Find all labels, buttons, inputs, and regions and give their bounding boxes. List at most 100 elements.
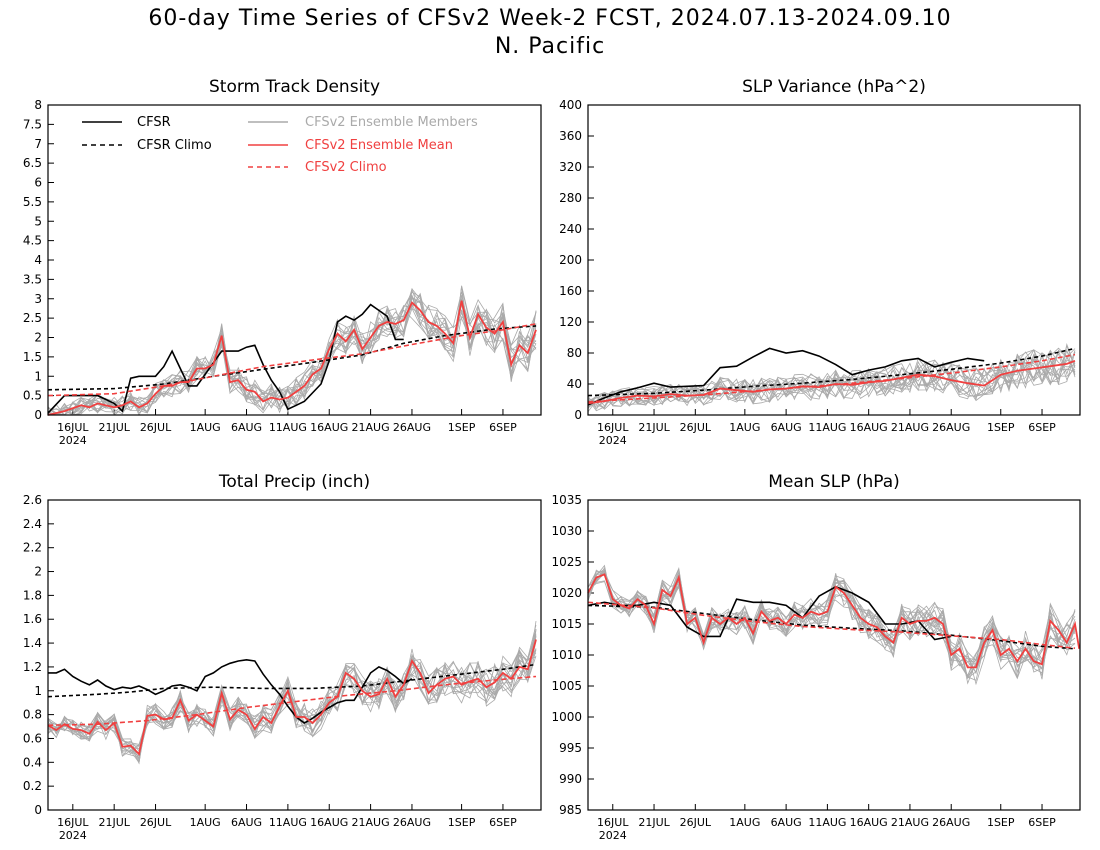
y-tick-label: 1.2 bbox=[23, 660, 42, 674]
y-tick-label: 0.2 bbox=[23, 779, 42, 793]
y-tick-label: 1005 bbox=[551, 679, 582, 693]
plot-frame bbox=[47, 499, 542, 811]
x-tick-label: 26JUL bbox=[140, 816, 172, 829]
y-tick-label: 1.5 bbox=[23, 350, 42, 364]
x-tick-label: 6AUG bbox=[771, 421, 802, 434]
legend: CFSR CFSR Climo CFSv2 Ensemble Members C… bbox=[82, 115, 478, 175]
series-line-ens-mean bbox=[587, 573, 1081, 669]
y-tick-label: 200 bbox=[559, 253, 582, 267]
y-tick-label: 3 bbox=[34, 292, 42, 306]
y-tick-label: 400 bbox=[559, 98, 582, 112]
series-line-ens-mean bbox=[47, 639, 537, 756]
series-line-cfsv2-climo bbox=[47, 323, 537, 397]
x-tick-label: 1SEP bbox=[987, 421, 1015, 434]
y-tick-label: 320 bbox=[559, 160, 582, 174]
y-tick-label: 120 bbox=[559, 315, 582, 329]
y-tick-label: 160 bbox=[559, 284, 582, 298]
x-tick-label: 11AUG bbox=[808, 421, 846, 434]
series-line-cfsr-climo bbox=[47, 325, 537, 391]
x-year-label: 2024 bbox=[599, 829, 627, 842]
member-series-line bbox=[47, 655, 537, 745]
y-tick-label: 2.6 bbox=[23, 493, 42, 507]
series-line-cfsr bbox=[47, 303, 404, 414]
x-year-label: 2024 bbox=[599, 434, 627, 447]
y-tick-label: 1000 bbox=[551, 710, 582, 724]
y-tick-label: 0.5 bbox=[23, 389, 42, 403]
x-tick-label: 16AUG bbox=[850, 421, 888, 434]
x-tick-label: 26AUG bbox=[393, 816, 431, 829]
x-tick-label: 16AUG bbox=[310, 421, 348, 434]
x-tick-label: 16JUL bbox=[57, 421, 89, 434]
y-tick-label: 990 bbox=[559, 772, 582, 786]
x-tick-label: 1AUG bbox=[190, 816, 221, 829]
x-tick-label: 21AUG bbox=[891, 816, 929, 829]
y-tick-label: 985 bbox=[559, 803, 582, 817]
x-tick-label: 1SEP bbox=[987, 816, 1015, 829]
y-tick-label: 0.4 bbox=[23, 755, 42, 769]
series-line-cfsr-climo bbox=[587, 347, 1076, 397]
y-tick-label: 3.5 bbox=[23, 272, 42, 286]
x-tick-label: 6AUG bbox=[231, 421, 262, 434]
x-tick-label: 26AUG bbox=[932, 816, 970, 829]
x-tick-label: 6SEP bbox=[489, 421, 517, 434]
panel-slp-variance: SLP Variance (hPa^2) 0 40 80 120 160 200 240 280… bbox=[559, 77, 1081, 447]
x-tick-label: 11AUG bbox=[269, 421, 307, 434]
y-tick-label: 0 bbox=[574, 408, 582, 422]
series-line-cfsr-climo bbox=[47, 663, 537, 698]
legend-label-ens-mean: CFSv2 Ensemble Mean bbox=[305, 138, 453, 153]
series-line-ens-mean bbox=[47, 300, 537, 416]
x-tick-label: 26JUL bbox=[140, 421, 172, 434]
legend-label-members: CFSv2 Ensemble Members bbox=[305, 115, 478, 130]
y-tick-label: 1020 bbox=[551, 586, 582, 600]
x-tick-label: 11AUG bbox=[808, 816, 846, 829]
y-tick-label: 1.8 bbox=[23, 588, 42, 602]
ensemble-members bbox=[587, 342, 1076, 412]
y-tick-label: 995 bbox=[559, 741, 582, 755]
y-tick-label: 7.5 bbox=[23, 117, 42, 131]
member-series-line bbox=[47, 635, 537, 755]
y-tick-label: 2 bbox=[34, 565, 42, 579]
x-tick-label: 16AUG bbox=[310, 816, 348, 829]
y-tick-label: 1025 bbox=[551, 555, 582, 569]
y-tick-label: 6 bbox=[34, 176, 42, 190]
x-tick-label: 1AUG bbox=[729, 816, 760, 829]
panel-title: Total Precip (inch) bbox=[218, 472, 370, 492]
plot-frame bbox=[47, 104, 542, 416]
y-tick-label: 1.4 bbox=[23, 636, 42, 650]
y-tick-label: 1.6 bbox=[23, 612, 42, 626]
plot-frame bbox=[587, 499, 1081, 811]
y-tick-label: 80 bbox=[567, 346, 582, 360]
panel-title: Mean SLP (hPa) bbox=[768, 472, 900, 492]
y-tick-label: 1015 bbox=[551, 617, 582, 631]
x-tick-label: 11AUG bbox=[269, 816, 307, 829]
y-tick-label: 2.5 bbox=[23, 311, 42, 325]
chart-title: 60-day Time Series of CFSv2 Week-2 FCST,… bbox=[148, 6, 952, 31]
member-series-line bbox=[587, 349, 1076, 410]
y-tick-label: 0 bbox=[34, 408, 42, 422]
x-tick-label: 21AUG bbox=[891, 421, 929, 434]
legend-label-cfsr: CFSR bbox=[137, 115, 171, 130]
x-tick-label: 6SEP bbox=[1028, 816, 1056, 829]
x-year-label: 2024 bbox=[59, 434, 87, 447]
series-line-cfsr-climo bbox=[587, 604, 1076, 650]
x-tick-label: 21AUG bbox=[352, 421, 390, 434]
x-tick-label: 16AUG bbox=[850, 816, 888, 829]
y-tick-label: 6.5 bbox=[23, 156, 42, 170]
x-tick-label: 6SEP bbox=[489, 816, 517, 829]
member-series-line bbox=[587, 348, 1076, 406]
y-tick-label: 1010 bbox=[551, 648, 582, 662]
ensemble-members bbox=[587, 564, 1076, 686]
y-tick-label: 40 bbox=[567, 377, 582, 391]
member-series-line bbox=[47, 649, 537, 761]
x-tick-label: 26JUL bbox=[680, 421, 712, 434]
y-tick-label: 0.6 bbox=[23, 731, 42, 745]
x-tick-label: 16JUL bbox=[597, 421, 629, 434]
x-tick-label: 21JUL bbox=[98, 816, 130, 829]
x-tick-label: 16JUL bbox=[597, 816, 629, 829]
series-line-cfsr bbox=[48, 658, 413, 724]
y-tick-label: 360 bbox=[559, 129, 582, 143]
x-tick-label: 1AUG bbox=[190, 421, 221, 434]
x-tick-label: 6AUG bbox=[231, 816, 262, 829]
member-series-line bbox=[587, 349, 1076, 410]
member-series-line bbox=[47, 300, 537, 416]
